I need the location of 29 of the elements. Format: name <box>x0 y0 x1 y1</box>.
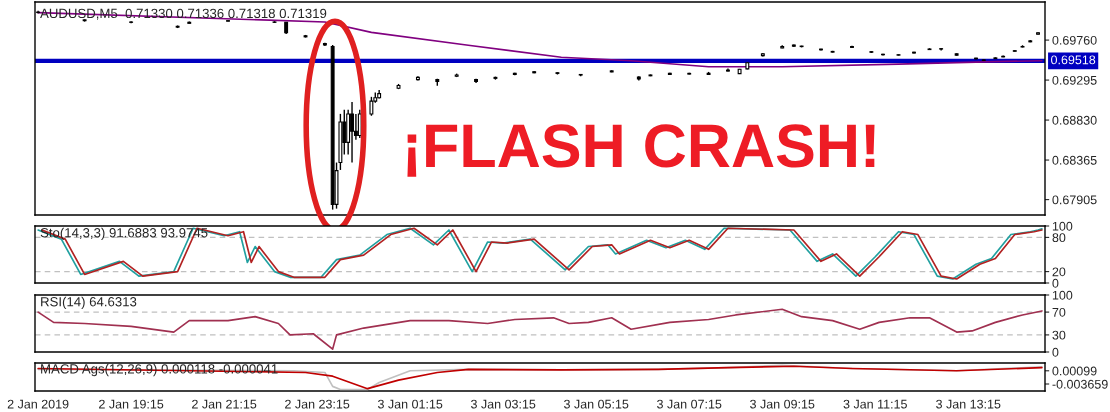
x-tick-label: 2 Jan 19:15 <box>99 399 164 409</box>
y-tick-label: 0.69760 <box>1052 35 1097 45</box>
y-tick-label: 0.67905 <box>1052 195 1097 205</box>
y-tick-label: 20 <box>1052 267 1066 277</box>
x-tick-label: 3 Jan 07:15 <box>657 399 722 409</box>
chart-title: RSI(14) 64.6313 <box>41 296 137 309</box>
x-tick-label: 3 Jan 09:15 <box>750 399 815 409</box>
y-tick-label: 0.68830 <box>1052 115 1097 125</box>
y-tick-label: 70 <box>1052 307 1066 317</box>
y-tick-label: 0 <box>1052 347 1059 357</box>
y-tick-label: 0.00099 <box>1052 366 1097 376</box>
annotation: ¡FLASH CRASH! <box>407 124 875 177</box>
y-tick-label: 0 <box>1052 278 1059 288</box>
x-tick-label: 2 Jan 2019 <box>7 399 69 409</box>
y-tick-label: 100 <box>1052 221 1073 231</box>
y-tick-label: 0.68365 <box>1052 155 1097 165</box>
y-tick-label: -0.003659 <box>1052 379 1108 389</box>
y-tick-label: 80 <box>1052 233 1066 243</box>
x-tick-label: 3 Jan 05:15 <box>564 399 629 409</box>
x-tick-label: 3 Jan 13:15 <box>936 399 1001 409</box>
x-tick-label: 3 Jan 03:15 <box>470 399 536 409</box>
x-tick-label: 3 Jan 01:15 <box>377 399 443 409</box>
y-tick-label: 30 <box>1052 330 1066 340</box>
x-tick-label: 2 Jan 21:15 <box>192 399 257 409</box>
ref-line-label: 0.69518 <box>1051 55 1096 65</box>
x-tick-label: 2 Jan 23:15 <box>285 399 350 409</box>
x-tick-label: 3 Jan 11:15 <box>843 399 907 409</box>
y-tick-label: 100 <box>1052 290 1073 300</box>
y-tick-label: 0.69295 <box>1052 75 1097 85</box>
